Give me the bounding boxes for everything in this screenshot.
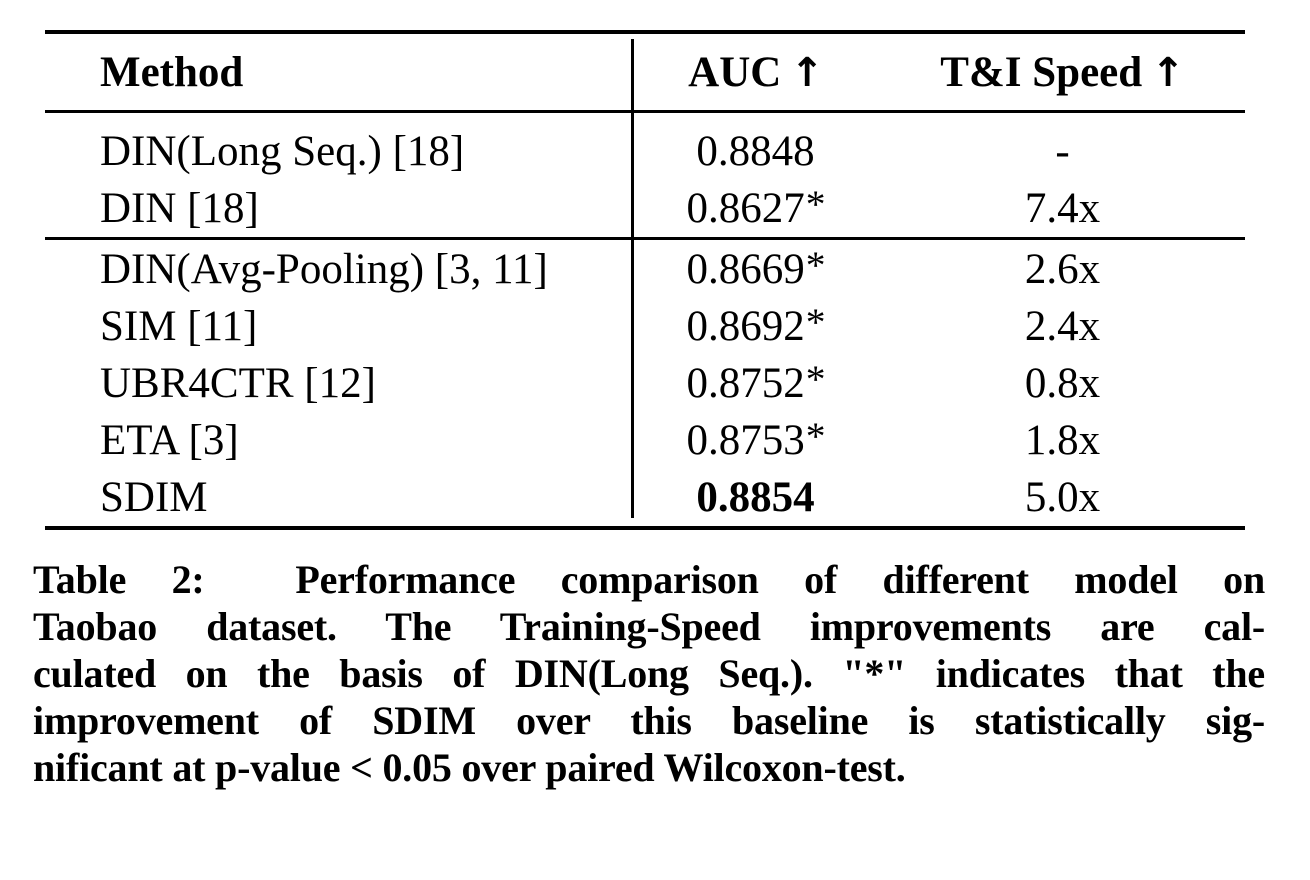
speed-cell: 0.8x (1024, 360, 1101, 407)
caption-line: Taobao dataset. The Training-Speed impro… (33, 604, 1265, 649)
table-row: SIM [11] 0.8692* 2.4x (45, 298, 1245, 355)
auc-cell: 0.8854 (632, 473, 880, 522)
table-row: DIN [18] 0.8627* 7.4x (45, 180, 1245, 237)
significance-star: * (805, 300, 826, 345)
table-header-row: Method AUC ↑ T&I Speed ↑ (45, 34, 1245, 110)
auc-value: 0.8669 (686, 246, 805, 293)
significance-star: * (805, 182, 826, 227)
auc-value: 0.8854 (696, 474, 815, 521)
method-cell: SIM [11] (100, 303, 258, 350)
auc-value: 0.8692 (686, 303, 805, 350)
method-cell: DIN(Avg-Pooling) [3, 11] (100, 246, 548, 293)
significance-star: * (805, 414, 826, 459)
table-row: UBR4CTR [12] 0.8752* 0.8x (45, 355, 1245, 412)
paper-page: Method AUC ↑ T&I Speed ↑ DIN(Long Seq.) [1… (0, 30, 1310, 880)
header-auc-label: AUC (688, 48, 782, 96)
auc-cell: 0.8848 (632, 127, 880, 176)
column-divider-line (631, 39, 634, 518)
auc-cell: 0.8627* (632, 182, 880, 233)
method-cell: SDIM (100, 474, 208, 521)
table-row: SDIM 0.8854 5.0x (45, 469, 1245, 526)
table-caption: Table 2: Performance comparison of diffe… (33, 556, 1265, 791)
auc-value: 0.8752 (686, 360, 805, 407)
caption-line: Table 2: Performance comparison of diffe… (33, 557, 1265, 602)
table-row: ETA [3] 0.8753* 1.8x (45, 412, 1245, 469)
speed-cell: 2.6x (1024, 246, 1101, 293)
speed-cell: 7.4x (1024, 185, 1101, 232)
auc-cell: 0.8752* (632, 357, 880, 408)
method-cell: ETA [3] (100, 417, 239, 464)
header-separator-rule (45, 110, 1245, 113)
speed-cell: 5.0x (1024, 474, 1101, 521)
auc-value: 0.8627 (686, 185, 805, 232)
auc-cell: 0.8692* (632, 300, 880, 351)
caption-line: nificant at p-value < 0.05 over paired W… (33, 745, 906, 790)
table-section-baselines: DIN(Long Seq.) [18] 0.8848 - DIN [18] 0.… (45, 113, 1245, 237)
header-auc: AUC ↑ (632, 48, 880, 97)
method-cell: UBR4CTR [12] (100, 360, 376, 407)
auc-cell: 0.8753* (632, 414, 880, 465)
speed-cell: 2.4x (1024, 303, 1101, 350)
header-speed: T&I Speed ↑ (880, 48, 1245, 97)
significance-star: * (805, 243, 826, 288)
table-section-efficient-methods: DIN(Avg-Pooling) [3, 11] 0.8669* 2.6x SI… (45, 240, 1245, 526)
speed-cell: 1.8x (1024, 417, 1101, 464)
results-table: Method AUC ↑ T&I Speed ↑ DIN(Long Seq.) [1… (45, 30, 1245, 530)
auc-cell: 0.8669* (632, 243, 880, 294)
auc-value: 0.8848 (696, 128, 815, 175)
auc-value: 0.8753 (686, 417, 805, 464)
up-arrow-icon: ↑ (1151, 49, 1185, 96)
caption-line: culated on the basis of DIN(Long Seq.). … (33, 651, 1265, 696)
header-method: Method (45, 48, 632, 97)
section-separator-rule (45, 237, 1245, 240)
table-row: DIN(Long Seq.) [18] 0.8848 - (45, 123, 1245, 180)
significance-star: * (805, 357, 826, 402)
header-method-label: Method (100, 48, 244, 96)
method-cell: DIN [18] (100, 185, 259, 232)
table-row: DIN(Avg-Pooling) [3, 11] 0.8669* 2.6x (45, 241, 1245, 298)
up-arrow-icon: ↑ (790, 49, 824, 96)
caption-line: improvement of SDIM over this baseline i… (33, 698, 1265, 743)
method-cell: DIN(Long Seq.) [18] (100, 128, 465, 175)
header-speed-label: T&I Speed (940, 48, 1143, 96)
speed-cell: - (1055, 128, 1070, 175)
